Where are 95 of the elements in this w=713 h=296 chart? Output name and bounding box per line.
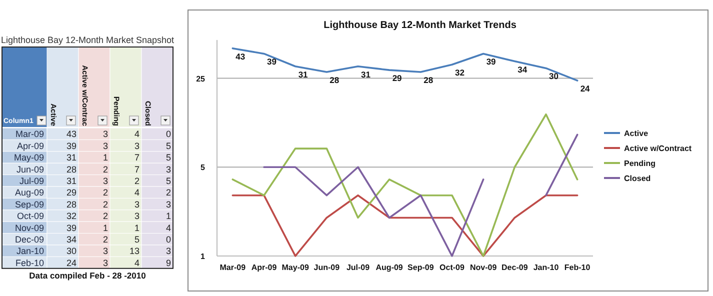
x-tick-label: Jan-10: [533, 263, 560, 272]
data-label: 4: [134, 129, 140, 140]
data-label: 30: [549, 71, 559, 82]
data-label: 4: [166, 222, 171, 233]
data-label: 34: [66, 234, 76, 244]
text: Lighthouse Bay 12-Month Market Snapshot: [0, 35, 175, 45]
data-label: 1: [102, 152, 108, 163]
text: Data compiled Feb - 28 -2010: [29, 270, 146, 280]
data-label: 2: [134, 176, 140, 186]
x-tick-label: Jul-09: [346, 263, 370, 272]
data-label: 0: [166, 129, 171, 140]
data-label: 9: [166, 258, 171, 268]
legend-label: Active: [624, 129, 649, 138]
data-label: 4: [134, 258, 140, 268]
data-label: 24: [580, 84, 590, 94]
data-label: 4: [134, 188, 140, 198]
data-label: 39: [66, 140, 76, 151]
x-tick-label: Dec-09: [502, 263, 528, 272]
data-label: 39: [267, 56, 277, 67]
data-label: 3: [102, 258, 108, 268]
x-tick-label: Oct-09: [440, 263, 465, 272]
data-label: 32: [66, 211, 76, 222]
data-label: 5: [166, 140, 171, 151]
data-label: 5: [166, 176, 171, 186]
category-label: Aug-09: [14, 188, 44, 198]
line-series: [232, 47, 578, 82]
data-label: 43: [236, 51, 246, 62]
data-label: 3: [102, 176, 108, 186]
category-label: Jun-09: [16, 164, 44, 174]
chart-title: Lighthouse Bay 12-Month Market Trends: [324, 20, 517, 31]
data-label: 3: [134, 211, 140, 222]
data-label: 28: [66, 199, 76, 210]
category-label: Jan-10: [16, 246, 44, 256]
data-label: 31: [66, 152, 76, 163]
data-label: 31: [361, 69, 371, 80]
data-label: 43: [66, 129, 76, 140]
data-label: 3: [134, 140, 140, 151]
data-label: 24: [66, 258, 76, 268]
data-label: 29: [392, 73, 402, 84]
data-label: 1: [102, 222, 108, 233]
data-label: 34: [518, 64, 528, 74]
data-label: 31: [66, 176, 76, 186]
category-label: May-09: [14, 152, 44, 163]
data-label: 3: [102, 246, 108, 256]
data-label: 13: [129, 246, 140, 256]
data-label: 28: [330, 75, 340, 86]
category-label: Jul-09: [19, 176, 44, 186]
line-series: [232, 113, 578, 257]
category-label: Nov-09: [14, 222, 44, 233]
data-label: 28: [424, 75, 434, 86]
data-label: 7: [134, 164, 140, 174]
data-label: 3: [102, 129, 108, 140]
category-label: Apr-09: [16, 140, 44, 151]
x-tick-label: Nov-09: [470, 263, 498, 272]
y-tick-label: 5: [200, 163, 206, 172]
data-label: 3: [166, 199, 171, 210]
legend-label: Active w/Contract: [624, 144, 692, 153]
data-label: 31: [298, 69, 308, 80]
x-tick-label: Aug-09: [376, 263, 404, 272]
data-label: 30: [66, 246, 76, 256]
data-label: 2: [102, 234, 108, 244]
data-label: 3: [102, 140, 108, 151]
x-tick-label: May-09: [282, 263, 310, 272]
legend-label: Closed: [624, 174, 651, 183]
x-tick-label: Apr-09: [251, 263, 278, 272]
data-label: 5: [166, 152, 171, 163]
x-tick-label: Sep-09: [408, 263, 434, 272]
category-label: Mar-09: [15, 129, 44, 140]
data-label: 0: [166, 234, 171, 244]
data-label: 29: [66, 188, 76, 198]
data-label: 1: [166, 211, 171, 222]
y-tick-label: 25: [196, 74, 206, 84]
data-label: 2: [102, 188, 108, 198]
data-label: 5: [134, 234, 140, 244]
x-tick-label: Jun-09: [314, 263, 340, 272]
data-label: 2: [102, 164, 108, 174]
data-label: 2: [102, 211, 108, 222]
data-label: 1: [134, 222, 140, 233]
data-label: 7: [134, 152, 140, 163]
x-tick-label: Feb-10: [564, 263, 591, 272]
data-label: 39: [66, 222, 76, 233]
data-label: 32: [455, 68, 465, 78]
data-label: 39: [486, 56, 496, 67]
data-label: 2: [166, 188, 171, 198]
category-label: Oct-09: [16, 211, 44, 222]
category-label: Dec-09: [14, 234, 44, 244]
x-tick-label: Mar-09: [220, 263, 246, 272]
data-label: 3: [166, 246, 171, 256]
category-label: Sep-09: [14, 199, 44, 210]
data-label: 2: [102, 199, 108, 210]
y-tick-label: 1: [200, 252, 206, 261]
data-label: 3: [166, 164, 171, 174]
data-label: 28: [66, 164, 76, 174]
data-label: 3: [134, 199, 140, 210]
legend-label: Pending: [624, 159, 656, 168]
